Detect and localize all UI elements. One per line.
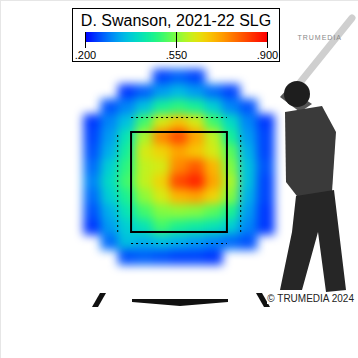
html-text:TRUMEDIA: TRUMEDIA xyxy=(297,34,342,41)
html-text:D. Swanson, 2021-22 SLG: D. Swanson, 2021-22 SLG xyxy=(80,12,272,29)
html-text:© TRUMEDIA 2024: © TRUMEDIA 2024 xyxy=(267,293,354,304)
svg-text:.900: .900 xyxy=(257,49,278,61)
svg-text:.200: .200 xyxy=(75,49,96,61)
svg-text:.550: .550 xyxy=(166,49,187,61)
